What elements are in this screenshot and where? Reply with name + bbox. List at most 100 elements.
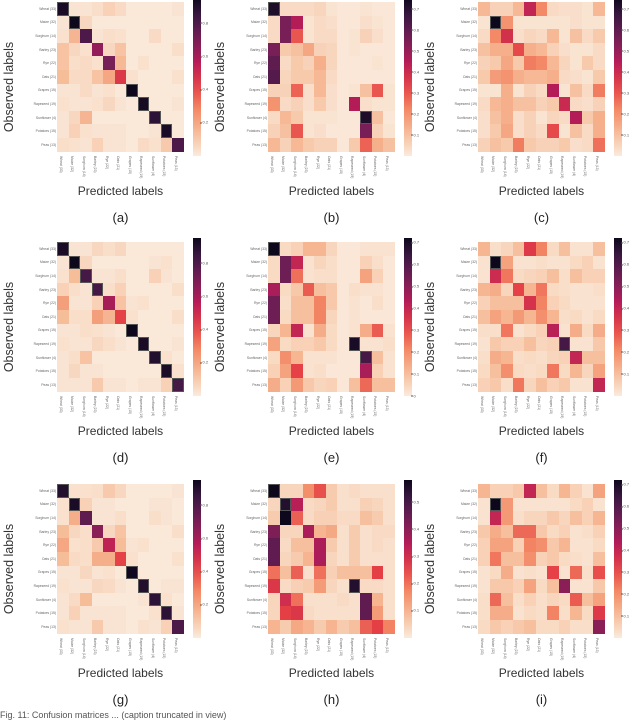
heatmap-cell <box>383 137 395 152</box>
heatmap-cell <box>524 323 536 338</box>
heatmap-cell <box>314 606 326 620</box>
heatmap-cell <box>80 592 92 607</box>
y-axis-label-text: Observed labels <box>2 523 16 615</box>
heatmap-cell <box>371 538 383 552</box>
heatmap-cell <box>581 606 593 620</box>
heatmap-cell <box>547 83 559 98</box>
x-tick-label: Sorghum (14) <box>502 395 507 417</box>
heatmap-cell <box>501 242 513 256</box>
y-tick-label: Rapeseed (19) <box>454 342 477 346</box>
x-tick-label: Sunflower (4) <box>571 395 576 416</box>
heatmap-cell <box>57 124 69 138</box>
heatmap-cell <box>103 551 115 566</box>
colorbar: 0.7 0.6 0.5 0.4 0.3 0.2 0.1 <box>613 0 629 156</box>
heatmap-cell <box>570 242 582 256</box>
heatmap-cell <box>325 42 337 57</box>
heatmap-cell <box>172 484 184 498</box>
y-axis-label: Observed labels <box>2 262 16 392</box>
heatmap-cell <box>279 551 291 566</box>
heatmap-cell <box>593 69 605 84</box>
heatmap-cell <box>325 309 337 324</box>
heatmap-cell <box>103 56 115 70</box>
heatmap-cell <box>57 56 69 70</box>
heatmap-cell <box>314 242 326 256</box>
heatmap-cell <box>160 484 172 498</box>
heatmap-cell <box>501 606 513 620</box>
heatmap-cell <box>371 124 383 138</box>
heatmap-cell <box>593 42 605 57</box>
y-axis-label: Observed labels <box>213 262 227 392</box>
heatmap-cell <box>360 282 372 297</box>
heatmap-cell <box>371 69 383 84</box>
heatmap-cell <box>291 29 303 43</box>
heatmap-cell <box>478 619 490 634</box>
heatmap-cell <box>126 337 138 351</box>
heatmap-cell <box>348 242 360 256</box>
heatmap-cell <box>371 255 383 270</box>
colorbar-tick: 0.2 <box>410 580 420 586</box>
heatmap-cell <box>383 364 395 378</box>
x-tick-label: Peas (13) <box>173 155 178 171</box>
heatmap-cell <box>547 323 559 338</box>
colorbar: 0.5 0.4 0.3 0.2 0.1 <box>403 480 419 638</box>
heatmap-cell <box>348 282 360 297</box>
heatmap-cell <box>512 97 524 111</box>
heatmap-cell <box>489 269 501 283</box>
heatmap-cell <box>68 497 80 512</box>
heatmap-cell <box>581 565 593 580</box>
heatmap-cell <box>593 592 605 607</box>
y-tick-label: Rapeseed (19) <box>244 342 267 346</box>
heatmap-cell <box>126 42 138 57</box>
heatmap-cell <box>279 255 291 270</box>
heatmap-cell <box>160 42 172 57</box>
heatmap-cell <box>91 137 103 152</box>
heatmap-cell <box>268 282 280 297</box>
heatmap-cell <box>325 110 337 125</box>
colorbar-tick: 0.2 <box>620 591 630 597</box>
x-tick-label: Maize (32) <box>491 637 496 654</box>
heatmap-cell <box>68 29 80 43</box>
heatmap-cell <box>489 110 501 125</box>
y-tick-label: Wheat (33) <box>460 246 477 251</box>
x-tick-label: Rye (22) <box>525 637 530 651</box>
heatmap-cell <box>314 69 326 84</box>
heatmap-cell <box>348 511 360 525</box>
heatmap-cell <box>68 242 80 256</box>
heatmap-cell <box>149 538 161 552</box>
heatmap-cell <box>291 56 303 70</box>
heatmap-cell <box>501 110 513 125</box>
heatmap-cell <box>501 124 513 138</box>
heatmap-cell <box>291 538 303 552</box>
heatmap-cell <box>160 579 172 593</box>
heatmap-cell <box>547 592 559 607</box>
heatmap-cell <box>337 15 349 30</box>
heatmap-cell <box>68 255 80 270</box>
heatmap-cell <box>535 497 547 512</box>
heatmap-cell <box>570 350 582 365</box>
colorbar-tick: 0.5 <box>620 525 630 531</box>
heatmap-panel-c: Observed labels Wheat (33) Maize (32) Sorgh… <box>421 0 634 240</box>
heatmap-cell <box>314 137 326 152</box>
heatmap-cell <box>337 337 349 351</box>
heatmap-cell <box>57 619 69 634</box>
heatmap-cell <box>268 350 280 365</box>
heatmap-cell <box>524 296 536 310</box>
heatmap-cell <box>91 619 103 634</box>
heatmap-cell <box>512 255 524 270</box>
heatmap-cell <box>570 606 582 620</box>
heatmap-cell <box>114 29 126 43</box>
heatmap-cell <box>91 282 103 297</box>
heatmap-cell <box>103 2 115 16</box>
heatmap-cell <box>501 255 513 270</box>
heatmap-cell <box>570 282 582 297</box>
colorbar-tick: 0.2 <box>620 111 630 117</box>
heatmap-cell <box>103 124 115 138</box>
heatmap-cell <box>57 2 69 16</box>
heatmap-cell <box>360 538 372 552</box>
heatmap-cell <box>57 551 69 566</box>
heatmap-cell <box>160 592 172 607</box>
heatmap-cell <box>383 484 395 498</box>
heatmap-cell <box>302 282 314 297</box>
heatmap-cell <box>383 2 395 16</box>
x-tick-label: Barley (23) <box>93 155 98 173</box>
